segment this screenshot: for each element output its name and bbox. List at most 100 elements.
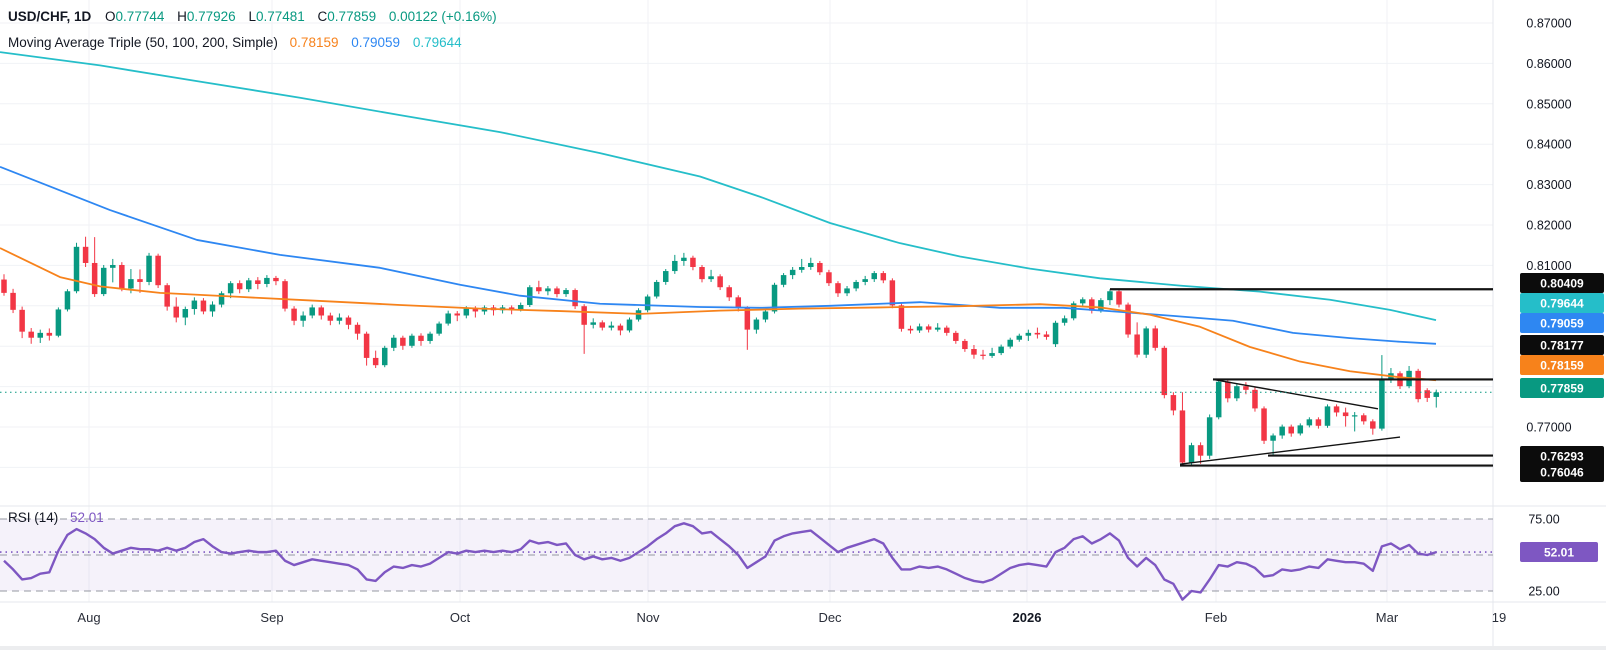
candle[interactable] [1188,442,1195,465]
candle[interactable] [998,344,1004,356]
candle[interactable] [572,288,578,310]
candle[interactable] [662,269,669,285]
candle[interactable] [862,275,868,286]
candle[interactable] [64,289,71,312]
candle[interactable] [771,282,778,314]
candle[interactable] [735,295,742,312]
candle[interactable] [826,269,832,287]
candle[interactable] [980,349,986,360]
candle[interactable] [1288,424,1294,437]
indicator-title[interactable]: Moving Average Triple (50, 100, 200, Sim… [8,35,278,50]
candle[interactable] [545,286,551,296]
candle[interactable] [445,310,451,326]
candle[interactable] [336,313,343,325]
candle[interactable] [798,258,805,273]
candle[interactable] [155,253,161,289]
candle[interactable] [236,280,243,294]
candle[interactable] [418,333,424,346]
symbol-title[interactable]: USD/CHF, 1D [8,9,92,24]
time-axis-label[interactable]: Feb [1205,610,1227,625]
trend-line[interactable] [1179,436,1401,465]
candle[interactable] [1061,315,1068,326]
candle[interactable] [1206,414,1213,459]
candle[interactable] [327,312,334,326]
candle[interactable] [1315,417,1322,429]
time-axis-label[interactable]: Aug [77,610,100,625]
candle[interactable] [1306,417,1313,428]
candle[interactable] [345,315,352,330]
candle[interactable] [925,324,932,333]
candle[interactable] [1361,413,1367,425]
candle[interactable] [1125,302,1131,338]
sma200-line[interactable] [0,51,1437,322]
time-axis-label[interactable]: Dec [818,610,842,625]
candle[interactable] [381,345,388,368]
candle[interactable] [1197,442,1204,464]
candle[interactable] [291,306,297,326]
candle[interactable] [1342,407,1349,427]
candle[interactable] [1297,423,1304,436]
candle[interactable] [590,318,596,329]
candle[interactable] [173,297,179,323]
candle[interactable] [871,271,877,282]
candle[interactable] [227,281,234,299]
candle[interactable] [1324,404,1331,428]
candle[interactable] [1370,419,1376,435]
time-axis-label[interactable]: Mar [1376,610,1399,625]
candle[interactable] [1,274,7,296]
candle[interactable] [962,338,968,352]
candle[interactable] [554,286,560,298]
candle[interactable] [1215,379,1222,420]
time-axis[interactable]: Aug Sep Oct Nov Dec 2026 Feb Mar 19 [77,610,1506,625]
candle[interactable] [1161,345,1168,399]
candle[interactable] [753,317,760,334]
time-axis-label[interactable]: 2026 [1013,610,1042,625]
candle[interactable] [318,305,325,320]
candle[interactable] [436,321,442,336]
candle[interactable] [191,297,198,315]
rsi-pane[interactable] [0,518,1493,601]
candle[interactable] [409,333,415,348]
candle[interactable] [309,304,315,319]
candle[interactable] [490,304,497,316]
candle[interactable] [536,280,542,295]
candle[interactable] [182,306,189,326]
candle[interactable] [907,325,914,334]
candle[interactable] [971,344,977,359]
candle[interactable] [626,317,633,333]
candle[interactable] [699,264,705,283]
candle[interactable] [853,279,859,292]
candle[interactable] [1424,388,1430,402]
candle[interactable] [264,275,270,288]
candlestick-series[interactable] [1,236,1440,466]
candle[interactable] [146,252,152,286]
candle[interactable] [780,273,787,288]
time-axis-label[interactable]: Nov [636,610,660,625]
candle[interactable] [808,257,814,270]
candle[interactable] [1016,333,1023,342]
candle[interactable] [644,294,651,313]
candle[interactable] [119,262,125,292]
rsi-title[interactable]: RSI (14) [8,510,59,525]
candle[interactable] [282,279,288,312]
candle[interactable] [844,286,850,297]
candle[interactable] [273,275,279,286]
candle[interactable] [10,288,16,314]
candle[interactable] [708,269,714,282]
time-axis-label[interactable]: Sep [260,610,283,625]
sma50-line[interactable] [0,247,1437,382]
time-axis-label[interactable]: Oct [450,610,471,625]
time-axis-label[interactable]: 19 [1492,610,1506,625]
candle[interactable] [1170,392,1177,416]
candle[interactable] [599,320,606,331]
candle[interactable] [209,301,216,317]
candle[interactable] [1134,322,1140,358]
candle[interactable] [989,347,995,358]
candle[interactable] [454,311,461,322]
candle[interactable] [1179,392,1186,466]
candle[interactable] [944,325,950,336]
candle[interactable] [681,252,687,266]
candle[interactable] [1252,387,1258,412]
candle[interactable] [1070,301,1077,321]
